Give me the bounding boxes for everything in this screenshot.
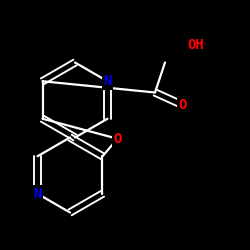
- Text: N: N: [103, 74, 112, 88]
- Text: OH: OH: [188, 38, 204, 52]
- Text: O: O: [178, 98, 187, 112]
- Text: O: O: [113, 132, 122, 146]
- Text: N: N: [33, 187, 42, 201]
